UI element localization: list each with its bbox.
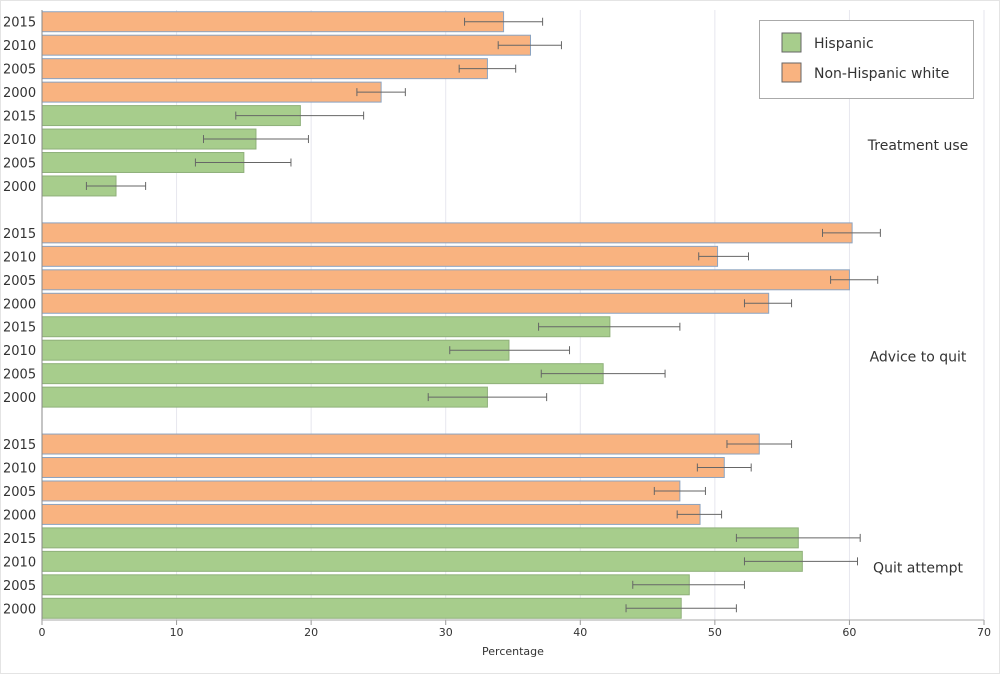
bar [41, 245, 719, 267]
bar [41, 574, 690, 596]
bar [41, 363, 604, 385]
bar [41, 480, 681, 502]
y-tick-label: 2015 [3, 438, 36, 453]
bar [41, 11, 505, 33]
bar [41, 339, 510, 361]
y-tick-label: 2005 [3, 63, 36, 78]
legend: Hispanic Non-Hispanic white [759, 20, 974, 99]
y-tick-label: 2000 [3, 297, 36, 312]
bar [41, 58, 488, 80]
legend-swatch-non-hispanic-white [781, 62, 802, 83]
y-tick-label: 2000 [3, 180, 36, 195]
y-tick-label: 2005 [3, 274, 36, 289]
legend-swatch-hispanic [781, 32, 802, 53]
bar [41, 503, 701, 525]
bars [41, 11, 881, 619]
x-axis-title: Percentage [482, 645, 544, 658]
bar [41, 386, 488, 408]
bar [41, 597, 682, 619]
bar [41, 527, 799, 549]
bar [41, 550, 803, 572]
x-tick-label: 30 [439, 626, 453, 639]
y-tick-label: 2015 [3, 227, 36, 242]
bar [41, 81, 382, 103]
bar [41, 34, 531, 56]
x-tick-label: 40 [573, 626, 587, 639]
legend-label-non-hispanic-white: Non-Hispanic white [814, 66, 949, 82]
bar [41, 457, 725, 478]
group-label: Treatment use [867, 138, 968, 154]
y-tick-label: 2015 [3, 321, 36, 336]
y-tick-label: 2010 [3, 344, 36, 359]
y-tick-label: 2000 [3, 391, 36, 406]
y-tick-label: 2000 [3, 602, 36, 617]
x-tick-label: 20 [304, 626, 318, 639]
y-tick-label: 2005 [3, 157, 36, 172]
bar [41, 269, 850, 291]
y-tick-label: 2010 [3, 462, 36, 477]
y-tick-label: 2015 [3, 110, 36, 125]
axes: 0 10 20 30 40 50 60 70 2015 2010 2005 2000 2015 2010 2… [3, 10, 991, 639]
legend-box [759, 20, 974, 99]
x-tick-label: 50 [708, 626, 722, 639]
bar [41, 292, 770, 314]
y-tick-label: 2015 [3, 532, 36, 547]
x-tick-label: 10 [170, 626, 184, 639]
y-tick-label: 2010 [3, 133, 36, 148]
y-tick-label: 2015 [3, 16, 36, 31]
y-tick-label: 2005 [3, 485, 36, 500]
y-tick-label: 2000 [3, 86, 36, 101]
x-tick-label: 70 [977, 626, 991, 639]
y-tick-label: 2005 [3, 368, 36, 383]
bar [41, 222, 853, 244]
group-label: Quit attempt [873, 560, 963, 576]
group-label: Advice to quit [870, 349, 967, 365]
y-tick-label: 2010 [3, 555, 36, 570]
legend-label-hispanic: Hispanic [814, 36, 874, 52]
bar [41, 433, 760, 455]
x-tick-label: 0 [39, 626, 46, 639]
bar [41, 316, 611, 338]
y-tick-label: 2010 [3, 39, 36, 54]
x-tick-label: 60 [842, 626, 856, 639]
y-tick-label: 2005 [3, 579, 36, 594]
y-tick-label: 2000 [3, 508, 36, 523]
y-tick-label: 2010 [3, 250, 36, 265]
